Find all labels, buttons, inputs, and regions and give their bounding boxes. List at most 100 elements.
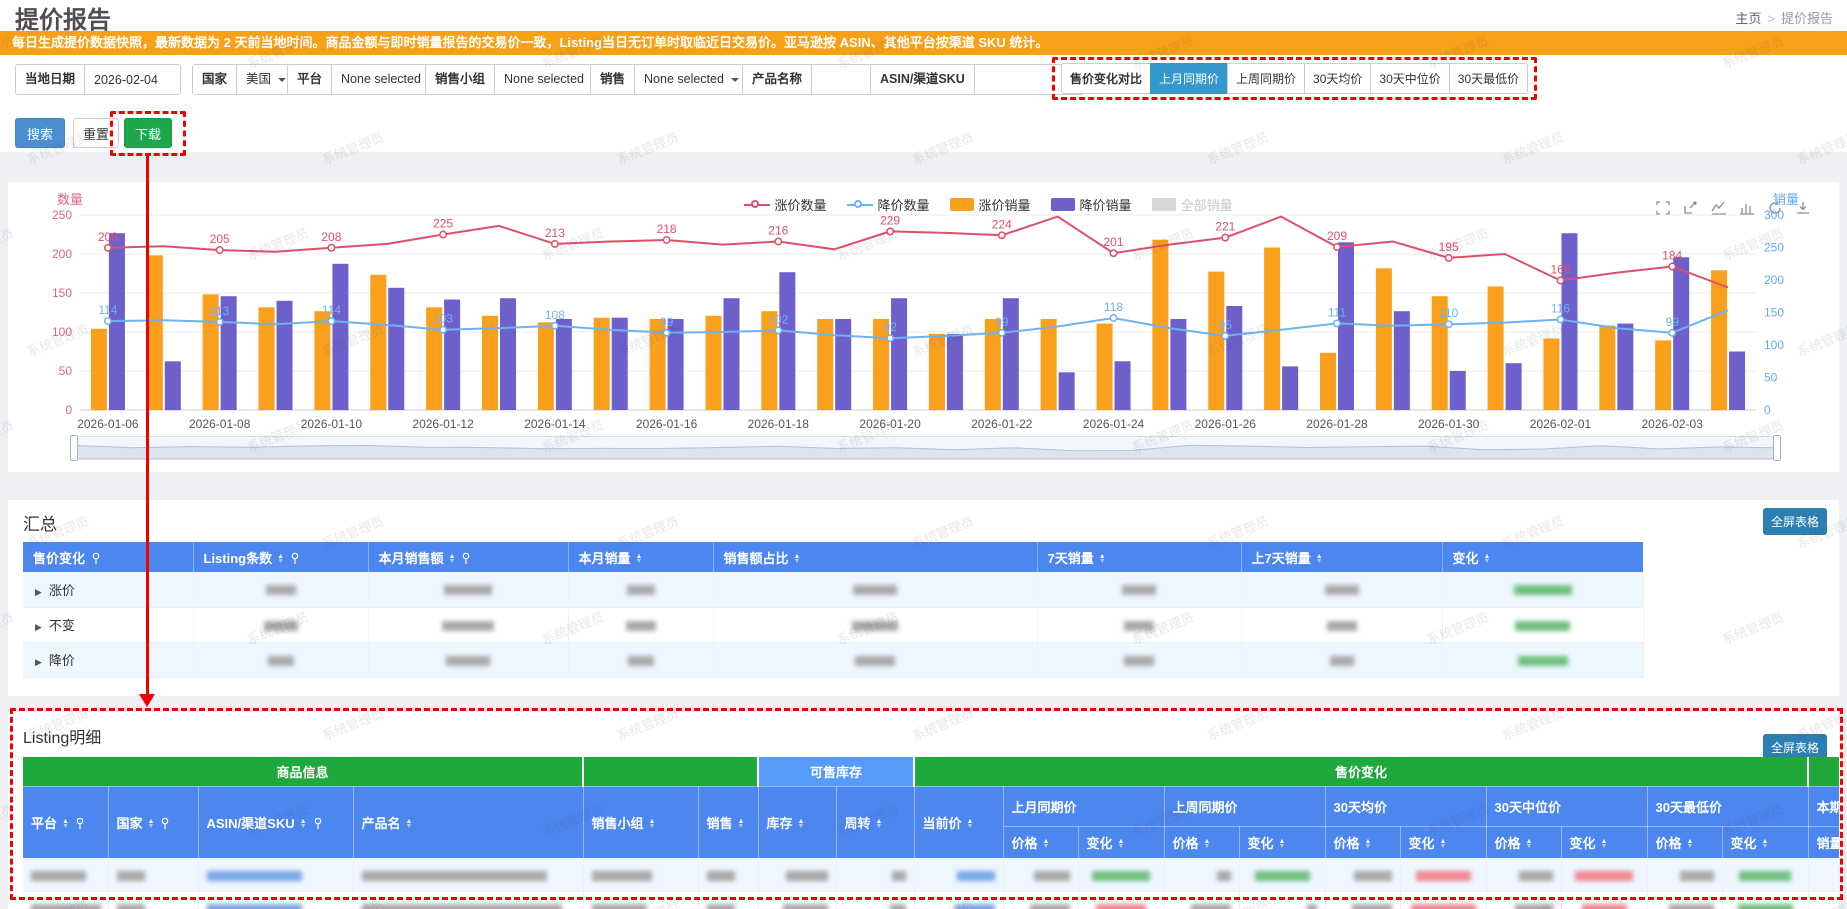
svg-text:218: 218: [657, 222, 677, 236]
redacted-value: [1096, 903, 1147, 909]
compare-option-4[interactable]: 30天最低价: [1448, 63, 1529, 94]
listing-qty-col[interactable]: 销量▲▼: [1808, 826, 1839, 859]
redacted-value: [1124, 620, 1154, 631]
listing-card: Listing明细 全屏表格 商品信息 可售库存 售价变化 平台 ▲ ▼ 国家 ▲ ▼ ASIN/…: [8, 712, 1839, 909]
summary-fullscreen-button[interactable]: 全屏表格: [1763, 508, 1827, 535]
svg-text:166: 166: [1550, 263, 1570, 277]
legend-line-marker: [743, 199, 770, 211]
price-sub-col[interactable]: 价格 ▲ ▼: [1647, 826, 1723, 859]
price-sub-col[interactable]: 价格 ▲ ▼: [1164, 826, 1240, 859]
redacted-value: [956, 870, 995, 881]
summary-col-3[interactable]: 本月销量 ▲ ▼: [568, 542, 714, 572]
download-chart-icon[interactable]: [1795, 200, 1811, 216]
listing-group-3: 售价变化: [914, 757, 1810, 787]
pin-icon[interactable]: [160, 817, 170, 830]
platform-label: 平台: [288, 65, 333, 94]
pin-icon[interactable]: [290, 552, 300, 565]
price-sub-col[interactable]: 变化 ▲ ▼: [1239, 826, 1326, 859]
summary-row-1: ▶ 不变: [23, 607, 1644, 643]
svg-text:224: 224: [992, 217, 1012, 231]
svg-text:2026-01-28: 2026-01-28: [1306, 417, 1368, 431]
pin-icon[interactable]: [313, 817, 323, 830]
redacted-value: [1326, 620, 1357, 631]
redacted-value: [1190, 903, 1231, 909]
summary-col-2[interactable]: 本月销售额 ▲ ▼: [368, 542, 569, 572]
chart-plot[interactable]: 208 205 208 225 213 218 216 229 224 201 221 209 195 1…: [8, 190, 1839, 447]
price-sub-col[interactable]: 价格 ▲ ▼: [1486, 826, 1562, 859]
listing-group-2: 可售库存: [758, 757, 916, 787]
summary-col-7[interactable]: 变化 ▲ ▼: [1442, 542, 1644, 572]
download-button[interactable]: 下载: [124, 118, 172, 148]
slider-right-handle[interactable]: [1773, 435, 1781, 461]
redacted-value: [1415, 870, 1471, 881]
breadcrumb-current: 提价报告: [1780, 11, 1833, 26]
compare-annotation-box: 售价变化对比 上月同期价 上周同期价 30天均价 30天中位价 30天最低价: [1052, 57, 1538, 100]
price-sub-col[interactable]: 变化 ▲ ▼: [1078, 826, 1165, 859]
listing-col-4[interactable]: 销售小组 ▲ ▼: [583, 786, 699, 859]
svg-text:99: 99: [1666, 315, 1680, 329]
svg-text:2026-01-08: 2026-01-08: [189, 417, 251, 431]
listing-col-1[interactable]: 国家 ▲ ▼: [108, 786, 199, 859]
compare-option-0[interactable]: 上月同期价: [1150, 63, 1229, 94]
local-date-input[interactable]: [85, 65, 181, 94]
price-sub-col[interactable]: 价格 ▲ ▼: [1325, 826, 1401, 859]
expand-icon[interactable]: ▶: [35, 586, 42, 597]
search-button[interactable]: 搜索: [15, 118, 65, 148]
breadcrumb-home[interactable]: 主页: [1735, 11, 1762, 26]
refresh-icon[interactable]: [1767, 200, 1783, 216]
pin-icon[interactable]: [91, 552, 101, 565]
listing-col-0[interactable]: 平台 ▲ ▼: [23, 786, 109, 859]
summary-col-5[interactable]: 7天销量 ▲ ▼: [1037, 542, 1242, 572]
svg-text:50: 50: [59, 364, 73, 378]
listing-col-8[interactable]: 当前价 ▲ ▼: [914, 786, 1004, 859]
listing-fullscreen-button[interactable]: 全屏表格: [1763, 734, 1827, 761]
redacted-value: [1092, 870, 1151, 881]
data-zoom-slider[interactable]: [70, 435, 1781, 461]
compare-option-3[interactable]: 30天中位价: [1370, 63, 1450, 94]
legend-item-3[interactable]: 降价销量: [1050, 195, 1132, 214]
country-select[interactable]: 美国: [237, 65, 295, 94]
listing-col-6[interactable]: 库存 ▲ ▼: [758, 786, 837, 859]
svg-text:2026-01-14: 2026-01-14: [524, 417, 586, 431]
legend-item-0[interactable]: 涨价数量: [743, 195, 827, 214]
price-sub-col[interactable]: 价格 ▲ ▼: [1003, 826, 1079, 859]
price-sub-col[interactable]: 变化 ▲ ▼: [1722, 826, 1809, 859]
sales-select[interactable]: None selected: [635, 65, 748, 94]
legend-item-1[interactable]: 降价数量: [846, 195, 930, 214]
summary-col-4[interactable]: 销售额占比 ▲ ▼: [713, 542, 1038, 572]
reset-button[interactable]: 重置: [73, 118, 119, 148]
svg-text:100: 100: [1764, 338, 1784, 352]
redacted-value: [1122, 585, 1156, 596]
price-sub-col[interactable]: 变化 ▲ ▼: [1400, 826, 1487, 859]
pin-icon[interactable]: [75, 817, 85, 830]
redacted-value: [627, 655, 654, 666]
summary-col-1[interactable]: Listing条数 ▲ ▼: [193, 542, 369, 572]
price-sub-col[interactable]: 变化 ▲ ▼: [1561, 826, 1648, 859]
expand-icon[interactable]: ▶: [35, 657, 42, 667]
redacted-value: [706, 870, 735, 881]
redacted-value: [31, 903, 101, 909]
listing-col-2[interactable]: ASIN/渠道SKU ▲ ▼: [198, 786, 354, 859]
compare-option-1[interactable]: 上周同期价: [1227, 63, 1306, 94]
pin-icon[interactable]: [461, 552, 471, 565]
listing-col-7[interactable]: 周转 ▲ ▼: [836, 786, 915, 859]
redacted-value: [265, 585, 296, 596]
zoom-select-icon[interactable]: [1655, 200, 1671, 216]
expand-icon[interactable]: ▶: [35, 622, 42, 632]
redacted-value: [782, 903, 828, 909]
zoom-restore-icon[interactable]: [1683, 200, 1699, 216]
redacted-value: [1324, 585, 1359, 596]
summary-col-6[interactable]: 上7天销量 ▲ ▼: [1241, 542, 1443, 572]
bar-chart-icon[interactable]: [1739, 200, 1755, 216]
summary-col-0[interactable]: 售价变化: [23, 542, 194, 572]
svg-text:100: 100: [52, 325, 72, 339]
line-chart-icon[interactable]: [1711, 200, 1727, 216]
listing-col-3[interactable]: 产品名 ▲ ▼: [353, 786, 584, 859]
country-filter: 国家 美国: [192, 64, 297, 95]
svg-text:2026-01-26: 2026-01-26: [1195, 417, 1257, 431]
listing-col-5[interactable]: 销售 ▲ ▼: [698, 786, 759, 859]
legend-item-4[interactable]: 全部销量: [1151, 195, 1233, 214]
compare-option-2[interactable]: 30天均价: [1304, 63, 1372, 94]
slider-left-handle[interactable]: [70, 435, 78, 461]
legend-item-2[interactable]: 涨价销量: [949, 195, 1031, 214]
